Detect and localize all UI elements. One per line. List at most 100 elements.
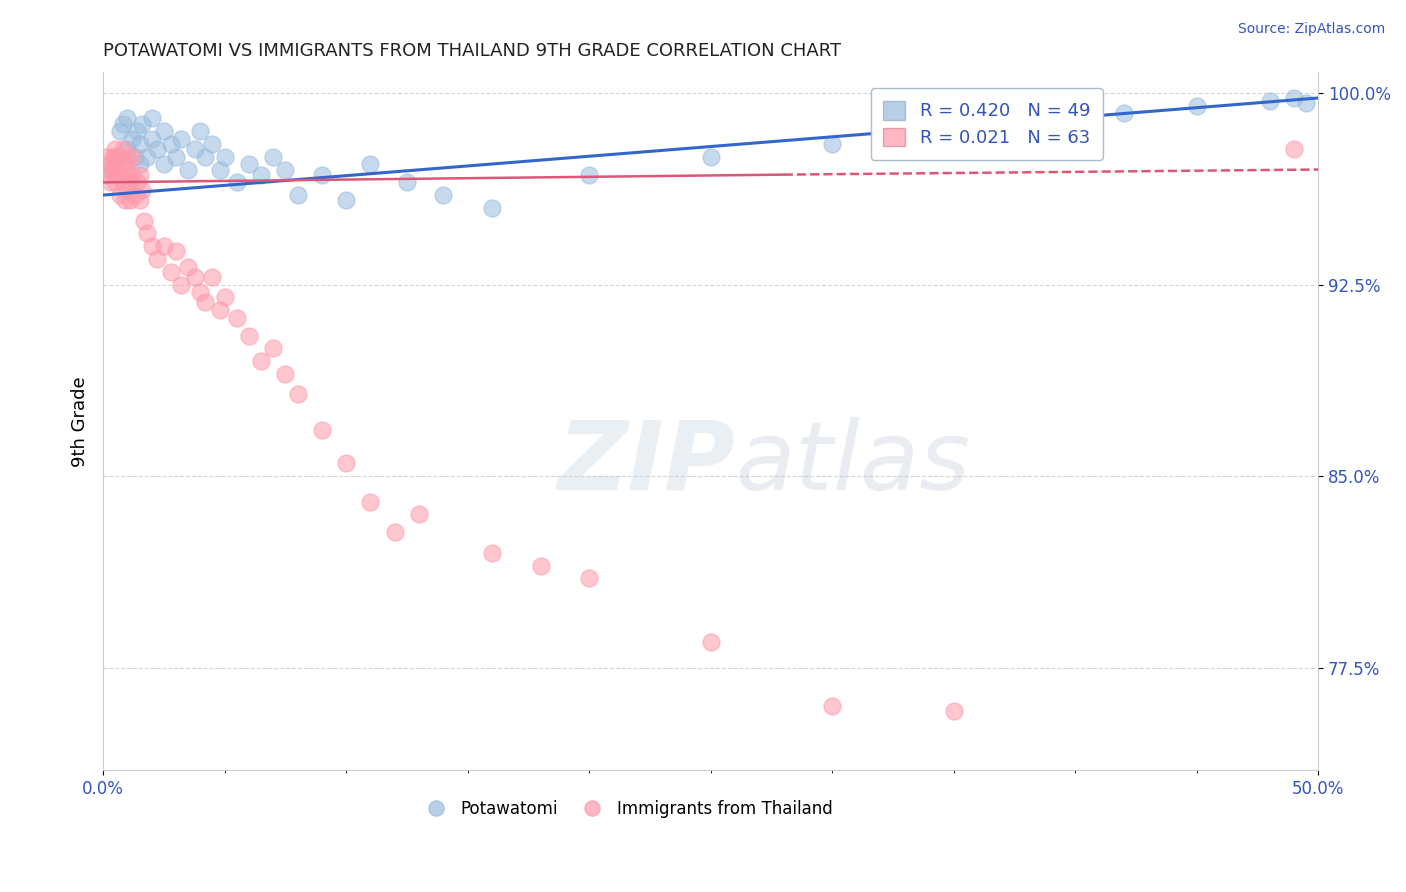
Point — [942, 124, 965, 138]
Point — [128, 168, 150, 182]
Point — [170, 132, 193, 146]
Point — [287, 188, 309, 202]
Point — [1112, 106, 1135, 120]
Point — [141, 112, 163, 126]
Point — [177, 260, 200, 274]
Text: ZIP: ZIP — [557, 417, 735, 509]
Point — [274, 367, 297, 381]
Point — [160, 136, 183, 151]
Point — [104, 175, 127, 189]
Point — [1295, 96, 1317, 111]
Point — [121, 132, 143, 146]
Text: atlas: atlas — [735, 417, 970, 509]
Text: POTAWATOMI VS IMMIGRANTS FROM THAILAND 9TH GRADE CORRELATION CHART: POTAWATOMI VS IMMIGRANTS FROM THAILAND 9… — [103, 42, 841, 60]
Point — [160, 265, 183, 279]
Point — [208, 162, 231, 177]
Point — [135, 150, 157, 164]
Point — [111, 175, 134, 189]
Point — [124, 188, 146, 202]
Point — [117, 168, 139, 182]
Point — [111, 116, 134, 130]
Point — [384, 525, 406, 540]
Point — [134, 213, 156, 227]
Point — [97, 168, 120, 182]
Point — [942, 704, 965, 718]
Point — [194, 150, 217, 164]
Point — [335, 193, 357, 207]
Point — [250, 168, 273, 182]
Point — [121, 150, 143, 164]
Point — [117, 112, 139, 126]
Point — [821, 136, 844, 151]
Point — [100, 175, 122, 189]
Point — [432, 188, 454, 202]
Point — [177, 162, 200, 177]
Point — [101, 150, 124, 164]
Point — [111, 162, 134, 177]
Point — [153, 239, 176, 253]
Point — [165, 150, 187, 164]
Point — [699, 635, 721, 649]
Point — [141, 132, 163, 146]
Point — [262, 150, 284, 164]
Point — [311, 168, 333, 182]
Point — [108, 188, 131, 202]
Point — [131, 183, 153, 197]
Point — [121, 168, 143, 182]
Point — [395, 175, 418, 189]
Point — [262, 342, 284, 356]
Point — [145, 142, 167, 156]
Point — [578, 168, 600, 182]
Point — [578, 571, 600, 585]
Point — [699, 150, 721, 164]
Point — [311, 423, 333, 437]
Point — [1185, 98, 1208, 112]
Point — [225, 310, 247, 325]
Point — [1282, 91, 1305, 105]
Point — [238, 328, 260, 343]
Point — [127, 124, 149, 138]
Point — [104, 157, 127, 171]
Point — [108, 150, 131, 164]
Point — [107, 150, 129, 164]
Point — [114, 157, 136, 171]
Point — [145, 252, 167, 266]
Point — [101, 162, 124, 177]
Point — [118, 175, 141, 189]
Point — [100, 157, 122, 171]
Point — [117, 150, 139, 164]
Point — [104, 150, 127, 164]
Legend: Potawatomi, Immigrants from Thailand: Potawatomi, Immigrants from Thailand — [412, 793, 839, 824]
Point — [94, 150, 117, 164]
Point — [111, 142, 134, 156]
Point — [214, 290, 236, 304]
Point — [127, 175, 149, 189]
Point — [335, 456, 357, 470]
Point — [201, 136, 224, 151]
Point — [287, 387, 309, 401]
Point — [128, 193, 150, 207]
Point — [188, 124, 211, 138]
Point — [214, 150, 236, 164]
Point — [131, 116, 153, 130]
Point — [165, 244, 187, 259]
Point — [184, 142, 207, 156]
Point — [201, 269, 224, 284]
Point — [108, 124, 131, 138]
Point — [107, 168, 129, 182]
Point — [118, 193, 141, 207]
Point — [128, 136, 150, 151]
Point — [100, 162, 122, 177]
Point — [135, 227, 157, 241]
Point — [481, 201, 503, 215]
Point — [1282, 142, 1305, 156]
Point — [250, 354, 273, 368]
Point — [238, 157, 260, 171]
Point — [529, 558, 551, 573]
Point — [188, 285, 211, 300]
Point — [117, 142, 139, 156]
Point — [153, 157, 176, 171]
Point — [114, 193, 136, 207]
Point — [408, 508, 430, 522]
Point — [104, 142, 127, 156]
